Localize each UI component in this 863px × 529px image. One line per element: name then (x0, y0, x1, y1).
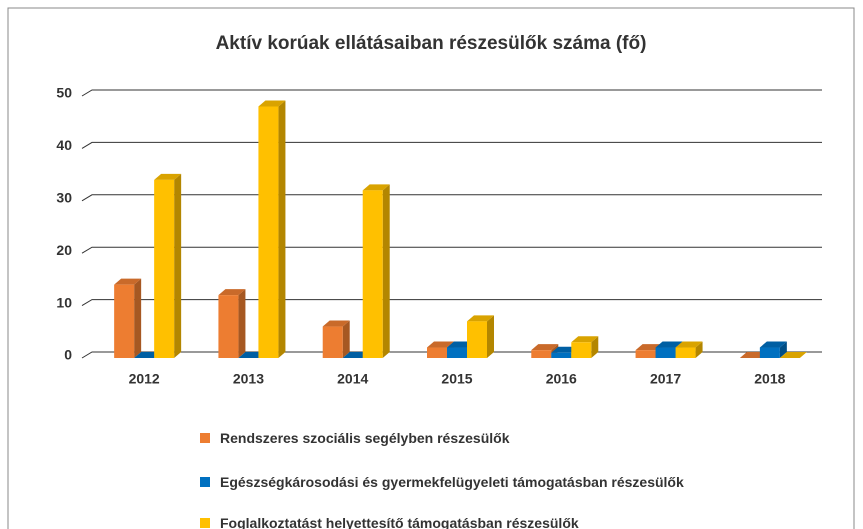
legend-swatch (200, 518, 210, 528)
chart-frame (7, 7, 855, 529)
x-tick-label: 2014 (337, 371, 368, 387)
bar (467, 315, 494, 358)
bar (571, 336, 599, 358)
legend-swatch (200, 433, 210, 443)
legend-label: Rendszeres szociális segélyben részesülő… (220, 430, 510, 446)
bar (154, 173, 182, 358)
bar (759, 341, 787, 358)
bar (218, 289, 246, 358)
grid-line (81, 246, 822, 254)
x-tick-label: 2013 (233, 371, 264, 387)
grid-line (81, 299, 822, 307)
x-tick-label: 2012 (129, 371, 160, 387)
grid-line (81, 194, 822, 202)
bar (779, 352, 807, 358)
legend-item: Rendszeres szociális segélyben részesülő… (200, 428, 700, 448)
legend-item: Egészségkárosodási és gyermekfelügyeleti… (200, 472, 700, 492)
x-tick-label: 2017 (650, 371, 681, 387)
x-tick-label: 2015 (441, 371, 472, 387)
bar (675, 341, 703, 358)
legend-swatch (200, 477, 210, 487)
bar (114, 278, 142, 358)
x-tick-label: 2018 (754, 371, 785, 387)
chart-title: Aktív korúak ellátásaiban részesülők szá… (216, 33, 647, 54)
grid-line (81, 141, 822, 149)
y-tick-label: 50 (56, 85, 72, 101)
legend-item: Foglalkoztatást helyettesítő támogatásba… (200, 513, 700, 529)
x-tick-label: 2016 (546, 371, 577, 387)
bar (258, 100, 286, 358)
y-tick-label: 0 (64, 347, 72, 363)
y-tick-label: 30 (56, 190, 72, 206)
y-tick-label: 40 (56, 137, 72, 153)
y-tick-label: 20 (56, 242, 72, 258)
bar (362, 184, 390, 358)
legend-label: Foglalkoztatást helyettesítő támogatásba… (220, 515, 579, 529)
grid-line (81, 89, 822, 97)
bar (322, 320, 350, 358)
y-tick-label: 10 (56, 294, 72, 310)
legend-label: Egészségkárosodási és gyermekfelügyeleti… (220, 474, 684, 490)
